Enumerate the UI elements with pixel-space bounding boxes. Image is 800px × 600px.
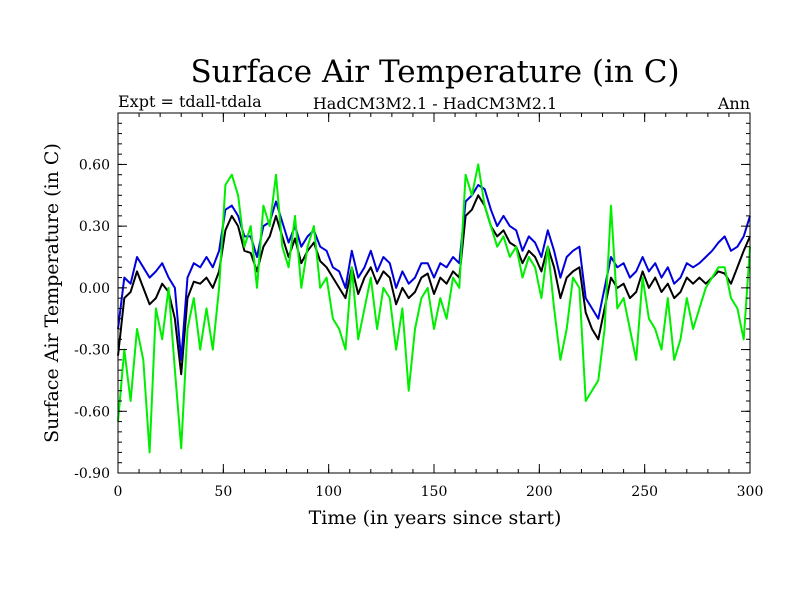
series-line-green xyxy=(117,163,751,454)
series-line-blue xyxy=(117,184,751,361)
y-tick-label: -0.90 xyxy=(74,466,110,482)
axis-layer: 0 50 100 150 200 250 300 -0.90 -0.60 -0.30 0.00 0.3… xyxy=(74,112,764,500)
x-tick-label: 250 xyxy=(631,484,658,500)
x-tick-label: 100 xyxy=(315,484,342,500)
y-tick-label: -0.30 xyxy=(74,343,110,359)
y-tick-label: 0.30 xyxy=(79,219,110,235)
x-tick-label: 50 xyxy=(214,484,232,500)
y-tick-label: -0.60 xyxy=(74,404,110,420)
model-label: HadCM3M2.1 - HadCM3M2.1 xyxy=(313,94,557,113)
x-tick-label: 150 xyxy=(421,484,448,500)
y-tick-label: 0.60 xyxy=(79,157,110,173)
season-label: Ann xyxy=(717,94,750,113)
plot-frame xyxy=(117,112,751,474)
y-tick-label: 0.00 xyxy=(79,281,110,297)
x-tick-label: 200 xyxy=(526,484,553,500)
series-layer xyxy=(117,163,751,454)
x-axis-label: Time (in years since start) xyxy=(309,507,562,529)
series-line-black xyxy=(117,194,751,376)
chart-title: Surface Air Temperature (in C) xyxy=(190,54,679,90)
y-axis-label: Surface Air Temperature (in C) xyxy=(41,143,63,443)
x-tick-label: 0 xyxy=(114,484,123,500)
experiment-label: Expt = tdall-tdala xyxy=(118,92,262,111)
x-tick-label: 300 xyxy=(737,484,764,500)
